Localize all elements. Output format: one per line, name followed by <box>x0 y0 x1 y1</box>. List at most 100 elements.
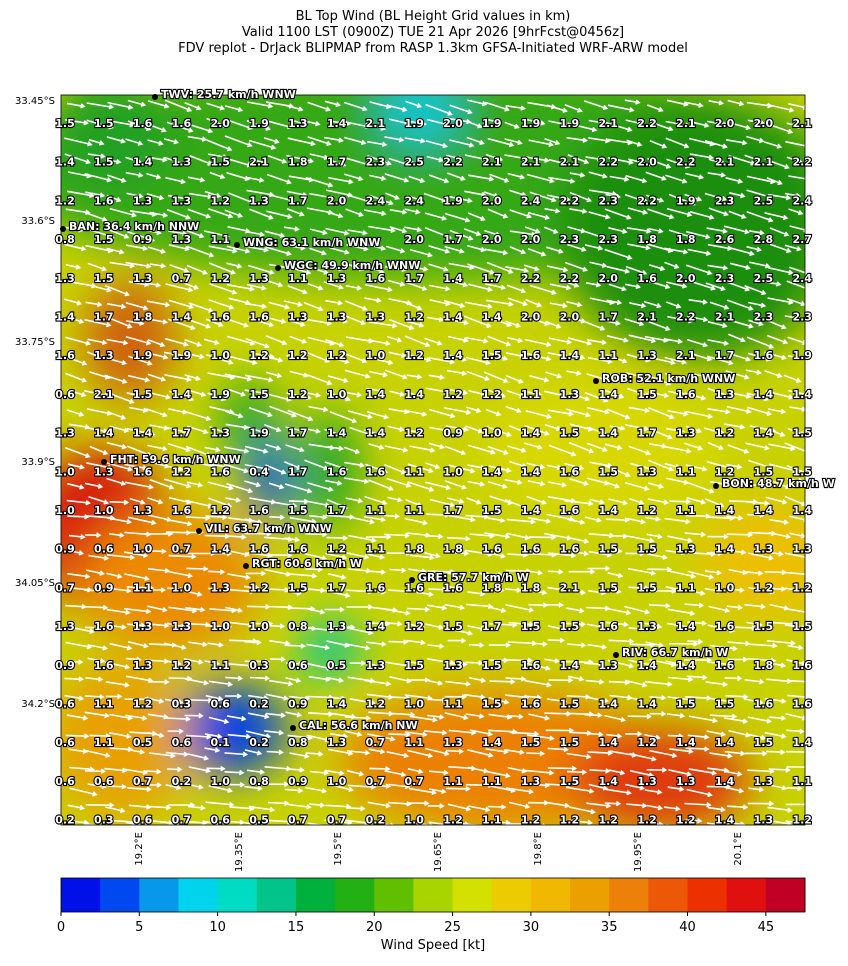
grid-value: 1.2 <box>172 465 192 478</box>
colorbar-swatch <box>217 878 258 912</box>
grid-value: 1.1 <box>210 233 230 246</box>
grid-value: 1.4 <box>598 388 618 401</box>
colorbar-tick-label: 25 <box>444 920 461 935</box>
grid-value: 2.2 <box>560 272 580 285</box>
grid-value: 2.2 <box>521 272 541 285</box>
grid-value: 1.1 <box>210 659 230 672</box>
grid-value: 2.3 <box>598 233 618 246</box>
grid-value: 1.5 <box>404 659 424 672</box>
grid-value: 1.4 <box>482 465 502 478</box>
grid-value: 1.8 <box>521 581 541 594</box>
lat-tick-label: 34.2°S <box>21 699 55 710</box>
grid-value: 1.4 <box>55 156 75 169</box>
grid-value: 1.2 <box>637 814 657 827</box>
grid-value: 1.6 <box>94 194 114 207</box>
grid-value: 1.0 <box>133 543 153 556</box>
grid-value: 1.5 <box>637 581 657 594</box>
grid-value: 1.4 <box>133 156 153 169</box>
grid-value: 1.8 <box>754 659 774 672</box>
grid-value: 1.3 <box>210 581 230 594</box>
grid-value: 2.5 <box>754 194 774 207</box>
grid-value: 1.9 <box>133 349 153 362</box>
colorbar-swatch <box>295 878 336 912</box>
grid-value: 1.6 <box>637 272 657 285</box>
grid-value: 1.6 <box>521 349 541 362</box>
grid-value: 1.2 <box>288 349 308 362</box>
grid-value: 1.1 <box>521 388 541 401</box>
lon-tick-label: 19.65°E <box>433 832 444 872</box>
grid-value: 2.1 <box>94 388 114 401</box>
grid-value: 1.3 <box>133 659 153 672</box>
grid-value: 0.8 <box>288 736 308 749</box>
grid-value: 0.6 <box>133 814 153 827</box>
grid-value: 2.1 <box>521 156 541 169</box>
grid-value: 0.7 <box>327 814 347 827</box>
grid-value: 1.1 <box>676 504 696 517</box>
grid-value: 2.1 <box>366 117 386 130</box>
grid-value: 2.2 <box>560 194 580 207</box>
grid-value: 1.6 <box>172 117 192 130</box>
grid-value: 1.0 <box>249 620 269 633</box>
grid-value: 1.7 <box>288 465 308 478</box>
grid-value: 0.2 <box>172 775 192 788</box>
station-dot <box>290 725 296 731</box>
grid-value: 0.5 <box>133 736 153 749</box>
station-label: ROB: 52.1 km/h WNW <box>602 372 735 385</box>
grid-value: 1.5 <box>792 620 812 633</box>
colorbar-swatch <box>687 878 728 912</box>
grid-value: 1.2 <box>327 543 347 556</box>
grid-value: 1.8 <box>443 543 463 556</box>
colorbar-swatch <box>139 878 179 912</box>
grid-value: 1.3 <box>637 620 657 633</box>
grid-value: 1.5 <box>637 388 657 401</box>
grid-value: 1.3 <box>715 388 735 401</box>
grid-value: 1.2 <box>210 194 230 207</box>
colorbar-swatch <box>726 878 767 912</box>
grid-value: 1.5 <box>482 504 502 517</box>
map-frame <box>60 94 806 826</box>
grid-value: 0.8 <box>249 775 269 788</box>
grid-value: 2.3 <box>598 194 618 207</box>
grid-value: 1.3 <box>327 311 347 324</box>
grid-value: 1.7 <box>94 311 114 324</box>
grid-value: 1.3 <box>792 543 812 556</box>
station-dot <box>409 577 415 583</box>
grid-value: 0.9 <box>288 775 308 788</box>
grid-value: 1.5 <box>94 156 114 169</box>
grid-value: 0.9 <box>55 543 75 556</box>
grid-value: 1.3 <box>327 272 347 285</box>
grid-value: 2.1 <box>249 156 269 169</box>
grid-value: 0.3 <box>249 659 269 672</box>
grid-value: 1.8 <box>288 156 308 169</box>
grid-value: 1.9 <box>676 194 696 207</box>
grid-value: 1.9 <box>404 117 424 130</box>
grid-value: 0.2 <box>249 698 269 711</box>
grid-value: 1.5 <box>482 659 502 672</box>
grid-value: 1.5 <box>443 620 463 633</box>
grid-value: 1.0 <box>55 504 75 517</box>
grid-value: 2.1 <box>754 156 774 169</box>
map-field <box>61 95 805 825</box>
grid-value: 1.7 <box>598 311 618 324</box>
grid-value: 2.7 <box>792 233 812 246</box>
grid-value: 1.5 <box>754 465 774 478</box>
grid-value: 1.7 <box>288 427 308 440</box>
grid-value: 2.1 <box>792 117 812 130</box>
grid-value: 0.8 <box>288 620 308 633</box>
grid-value: 0.2 <box>366 814 386 827</box>
grid-value: 1.2 <box>443 388 463 401</box>
station-label: WGC: 49.9 km/h WNW <box>284 259 420 272</box>
station-dot <box>101 459 107 465</box>
grid-value: 1.7 <box>443 504 463 517</box>
grid-value: 1.3 <box>172 156 192 169</box>
grid-value: 1.4 <box>754 427 774 440</box>
grid-value: 1.1 <box>288 272 308 285</box>
grid-value: 1.2 <box>288 388 308 401</box>
grid-value: 1.7 <box>327 156 347 169</box>
grid-value: 1.1 <box>404 504 424 517</box>
grid-value: 2.4 <box>366 194 386 207</box>
colorbar-swatch <box>256 878 297 912</box>
grid-value: 1.4 <box>55 311 75 324</box>
grid-value: 1.3 <box>443 736 463 749</box>
grid-value: 2.0 <box>443 117 463 130</box>
